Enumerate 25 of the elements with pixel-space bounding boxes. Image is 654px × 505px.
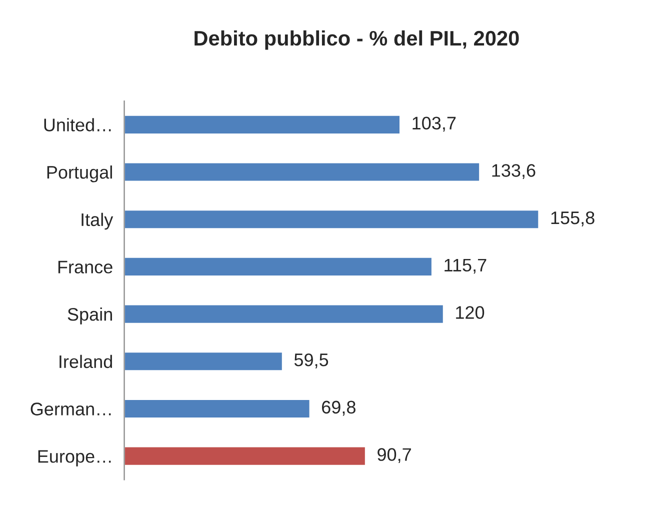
data-label: 155,8 <box>551 211 594 226</box>
y-tick-label: Italy <box>82 212 114 230</box>
bar <box>124 209 540 230</box>
data-label: 103,7 <box>412 116 456 132</box>
bar <box>124 162 480 182</box>
data-label: 120 <box>456 306 484 319</box>
data-label: 115,7 <box>444 258 486 274</box>
chart-title: Debito pubblico - % del PIL, 2020 <box>194 30 519 50</box>
data-label: 133,6 <box>492 164 536 179</box>
y-tick-label: Ireland <box>60 354 112 368</box>
y-tick-label: Europe… <box>38 450 111 466</box>
bar <box>124 304 444 324</box>
y-tick-label: German… <box>30 402 111 416</box>
bar <box>124 256 433 277</box>
y-tick-label: Spain <box>68 308 112 324</box>
bar <box>124 351 284 372</box>
data-label: 90,7 <box>378 448 411 464</box>
data-label: 69,8 <box>322 400 356 416</box>
y-tick-label: United… <box>44 118 111 132</box>
data-label: 59,5 <box>294 353 328 368</box>
bar <box>124 398 311 419</box>
y-tick-label: Portugal <box>47 165 112 182</box>
bar <box>124 446 366 466</box>
y-tick-label: France <box>58 260 112 274</box>
bar <box>124 114 401 135</box>
